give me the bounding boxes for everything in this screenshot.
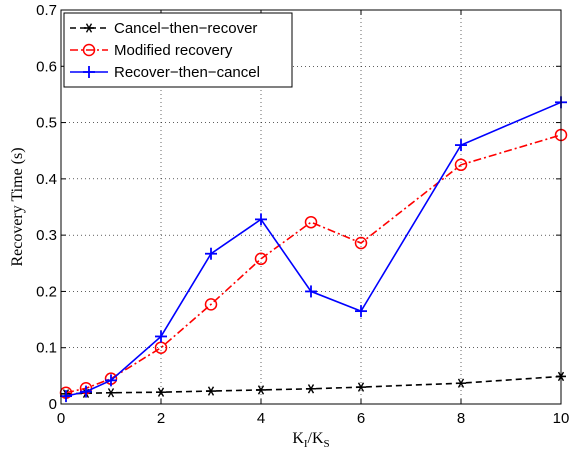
data-point xyxy=(105,374,117,387)
series-line-3 xyxy=(65,101,562,397)
y-axis-label: Recovery Time (s) xyxy=(9,147,26,266)
data-point xyxy=(60,390,72,403)
series-line-2 xyxy=(65,134,562,394)
x-label-main: K xyxy=(292,430,304,447)
legend: Cancel−then−recover Modified recovery Reco… xyxy=(63,12,293,88)
data-point xyxy=(156,387,166,397)
data-point xyxy=(355,305,367,318)
legend-label-3: Recover−then−cancel xyxy=(114,64,260,81)
x-axis-label: KI/KS xyxy=(292,430,329,450)
x-label-sep: /K xyxy=(308,430,324,447)
data-point xyxy=(206,386,216,396)
y-tick-label: 0.5 xyxy=(36,115,57,132)
x-tick-label: 2 xyxy=(157,410,165,427)
data-point xyxy=(254,252,268,266)
data-point xyxy=(106,388,116,398)
data-point xyxy=(304,215,318,229)
grid-lines xyxy=(61,10,561,404)
legend-marker-3 xyxy=(83,66,95,78)
data-point xyxy=(354,236,368,250)
legend-marker-2 xyxy=(82,43,96,57)
data-point xyxy=(256,385,266,395)
data-point xyxy=(356,382,366,392)
data-point xyxy=(454,158,468,172)
axis-ticks: 0 2 4 6 8 10 0 0.1 0.2 0.3 0.4 0.5 0.6 0.7 xyxy=(36,2,569,427)
x-label-sub1: I xyxy=(304,438,308,450)
y-tick-label: 0.4 xyxy=(36,171,57,188)
data-point xyxy=(456,378,466,388)
x-tick-label: 10 xyxy=(553,410,570,427)
series-line-1 xyxy=(65,375,562,395)
legend-label-1: Cancel−then−recover xyxy=(114,20,257,37)
y-tick-label: 0.3 xyxy=(36,227,57,244)
data-point xyxy=(455,139,467,152)
data-point xyxy=(204,298,218,311)
data-point xyxy=(306,384,316,394)
y-tick-label: 0.2 xyxy=(36,283,57,300)
data-point xyxy=(305,285,317,298)
data-point xyxy=(80,385,92,398)
legend-label-2: Modified recovery xyxy=(114,42,233,59)
y-tick-label: 0.6 xyxy=(36,58,57,75)
data-point xyxy=(205,247,217,260)
x-tick-label: 8 xyxy=(457,410,465,427)
legend-marker-1 xyxy=(84,23,94,33)
x-tick-label: 0 xyxy=(57,410,65,427)
x-tick-label: 4 xyxy=(257,410,265,427)
x-label-sub2: S xyxy=(324,438,330,450)
y-tick-label: 0.1 xyxy=(36,340,57,357)
y-tick-label: 0.7 xyxy=(36,2,57,19)
x-tick-label: 6 xyxy=(357,410,365,427)
y-tick-label: 0 xyxy=(49,396,57,413)
data-point xyxy=(155,330,167,343)
data-point xyxy=(255,213,267,226)
plot-frame xyxy=(60,9,562,405)
